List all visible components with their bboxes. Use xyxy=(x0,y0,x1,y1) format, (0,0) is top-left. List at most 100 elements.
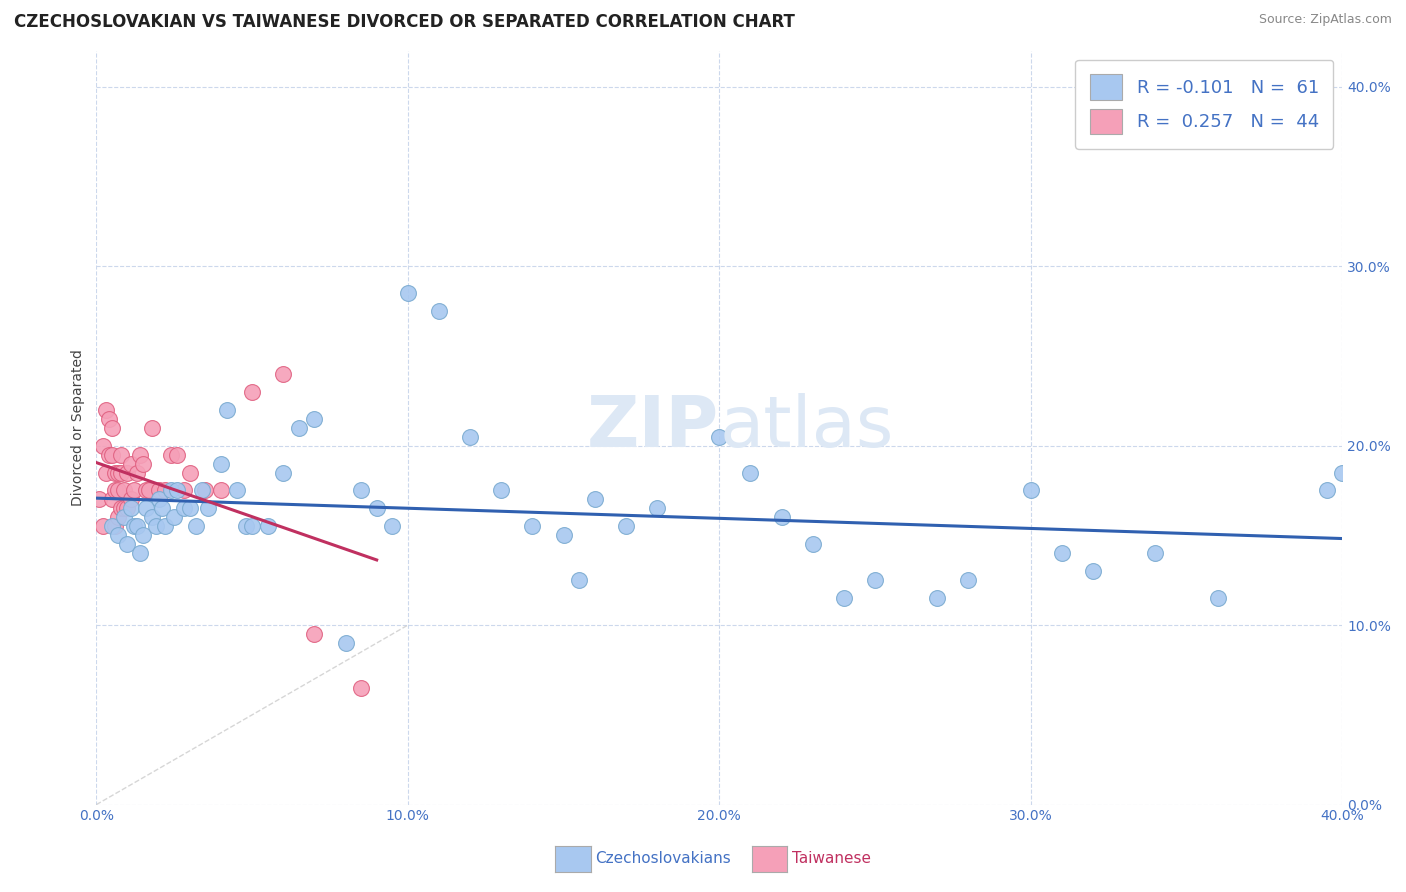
Point xyxy=(179,501,201,516)
Point xyxy=(104,483,127,498)
Point xyxy=(153,519,176,533)
Point xyxy=(101,420,124,434)
Point xyxy=(166,483,188,498)
Point xyxy=(288,420,311,434)
Point xyxy=(832,591,855,606)
Point xyxy=(145,519,167,533)
Point xyxy=(491,483,513,498)
Point xyxy=(117,537,139,551)
Point xyxy=(153,483,176,498)
Point xyxy=(91,439,114,453)
Point xyxy=(132,457,155,471)
Point xyxy=(335,636,357,650)
Point xyxy=(583,492,606,507)
Point xyxy=(129,448,152,462)
Point xyxy=(304,411,326,425)
Point xyxy=(350,483,373,498)
Point xyxy=(645,501,668,516)
Point xyxy=(1081,564,1104,578)
Point xyxy=(112,501,135,516)
Point xyxy=(957,573,980,587)
Point xyxy=(91,519,114,533)
Point xyxy=(173,501,195,516)
Point xyxy=(240,384,263,399)
Point xyxy=(120,501,142,516)
Point xyxy=(129,546,152,560)
Point xyxy=(160,448,183,462)
Point xyxy=(163,510,186,524)
Point xyxy=(173,483,195,498)
Point xyxy=(209,483,232,498)
Point xyxy=(1316,483,1339,498)
Point xyxy=(112,510,135,524)
Point xyxy=(217,402,239,417)
Point xyxy=(458,429,481,443)
Point xyxy=(194,483,217,498)
Point xyxy=(94,466,117,480)
Point xyxy=(148,483,170,498)
Point xyxy=(148,492,170,507)
Point xyxy=(138,483,160,498)
Point xyxy=(120,457,142,471)
Point xyxy=(1019,483,1042,498)
Point xyxy=(141,510,163,524)
Point xyxy=(225,483,247,498)
Point xyxy=(125,466,148,480)
Text: atlas: atlas xyxy=(720,393,894,462)
Point xyxy=(101,448,124,462)
Point xyxy=(117,501,139,516)
Y-axis label: Divorced or Separated: Divorced or Separated xyxy=(72,349,86,506)
Point xyxy=(271,466,294,480)
Legend: R = -0.101   N =  61, R =  0.257   N =  44: R = -0.101 N = 61, R = 0.257 N = 44 xyxy=(1076,60,1333,149)
Point xyxy=(304,627,326,641)
Point xyxy=(396,285,419,300)
Point xyxy=(141,420,163,434)
Point xyxy=(166,448,188,462)
Point xyxy=(197,501,219,516)
Point xyxy=(801,537,824,551)
Point xyxy=(112,483,135,498)
Point xyxy=(863,573,886,587)
Text: Taiwanese: Taiwanese xyxy=(792,852,870,866)
Point xyxy=(122,519,145,533)
Point xyxy=(522,519,544,533)
Point xyxy=(271,367,294,381)
Point xyxy=(97,448,120,462)
Point xyxy=(366,501,388,516)
Point xyxy=(150,501,173,516)
Point xyxy=(1050,546,1073,560)
Point xyxy=(104,519,127,533)
Text: Czechoslovakians: Czechoslovakians xyxy=(595,852,731,866)
Point xyxy=(97,411,120,425)
Point xyxy=(94,402,117,417)
Point xyxy=(614,519,637,533)
Text: ZIP: ZIP xyxy=(588,393,720,462)
Point xyxy=(240,519,263,533)
Point xyxy=(120,492,142,507)
Point xyxy=(125,519,148,533)
Point xyxy=(135,501,157,516)
Point xyxy=(350,681,373,695)
Text: Source: ZipAtlas.com: Source: ZipAtlas.com xyxy=(1258,13,1392,27)
Point xyxy=(107,466,129,480)
Point xyxy=(122,483,145,498)
Point xyxy=(107,528,129,542)
Point xyxy=(1331,466,1354,480)
Point xyxy=(117,466,139,480)
Point xyxy=(568,573,591,587)
Point xyxy=(135,483,157,498)
Point xyxy=(381,519,404,533)
Point xyxy=(927,591,949,606)
Point xyxy=(160,483,183,498)
Point xyxy=(101,492,124,507)
Point xyxy=(101,519,124,533)
Point xyxy=(1144,546,1167,560)
Point xyxy=(770,510,793,524)
Point xyxy=(89,492,111,507)
Point xyxy=(104,466,127,480)
Point xyxy=(184,519,207,533)
Point xyxy=(191,483,214,498)
Point xyxy=(1206,591,1229,606)
Point xyxy=(209,457,232,471)
Point xyxy=(256,519,278,533)
